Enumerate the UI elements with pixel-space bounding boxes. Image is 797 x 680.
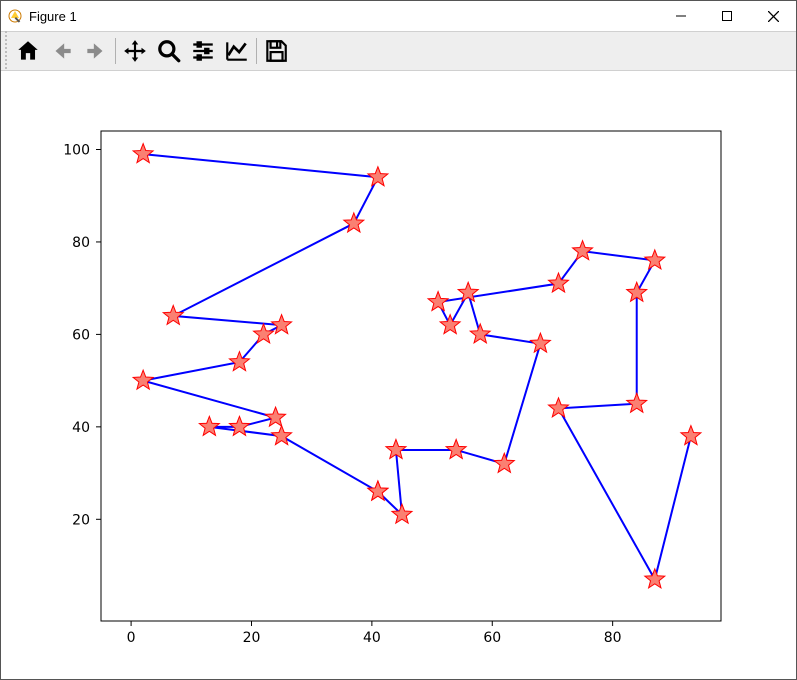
configure-icon [190,38,216,64]
toolbar-grip [5,31,7,71]
ytick-label: 40 [72,420,90,436]
plot-canvas[interactable]: 0 20 40 60 80 20 40 60 80 100 [1,71,796,679]
zoom-icon [156,38,182,64]
app-icon [7,8,23,24]
xtick-label: 60 [483,630,501,646]
toolbar-separator [115,38,116,64]
xtick-label: 40 [363,630,381,646]
ytick-label: 60 [72,327,90,343]
home-icon [15,38,41,64]
edit-axes-icon [224,38,250,64]
xtick-label: 80 [604,630,622,646]
forward-icon [83,38,109,64]
xtick-label: 20 [243,630,261,646]
configure-subplots-button[interactable] [186,34,220,68]
figure-window: Figure 1 [0,0,797,680]
save-button[interactable] [259,34,293,68]
axes-frame [101,131,721,621]
maximize-button[interactable] [704,1,750,31]
back-icon [49,38,75,64]
ytick-label: 100 [63,142,90,158]
xtick-label: 0 [127,630,136,646]
close-button[interactable] [750,1,796,31]
pan-icon [122,38,148,64]
forward-button[interactable] [79,34,113,68]
toolbar [1,31,796,71]
pan-button[interactable] [118,34,152,68]
ytick-label: 20 [72,512,90,528]
ytick-label: 80 [72,235,90,251]
minimize-button[interactable] [658,1,704,31]
plot-svg: 0 20 40 60 80 20 40 60 80 100 [1,71,796,679]
home-button[interactable] [11,34,45,68]
save-icon [263,38,289,64]
toolbar-separator [256,38,257,64]
back-button[interactable] [45,34,79,68]
edit-axes-button[interactable] [220,34,254,68]
window-title: Figure 1 [29,9,77,24]
titlebar: Figure 1 [1,1,796,31]
zoom-button[interactable] [152,34,186,68]
